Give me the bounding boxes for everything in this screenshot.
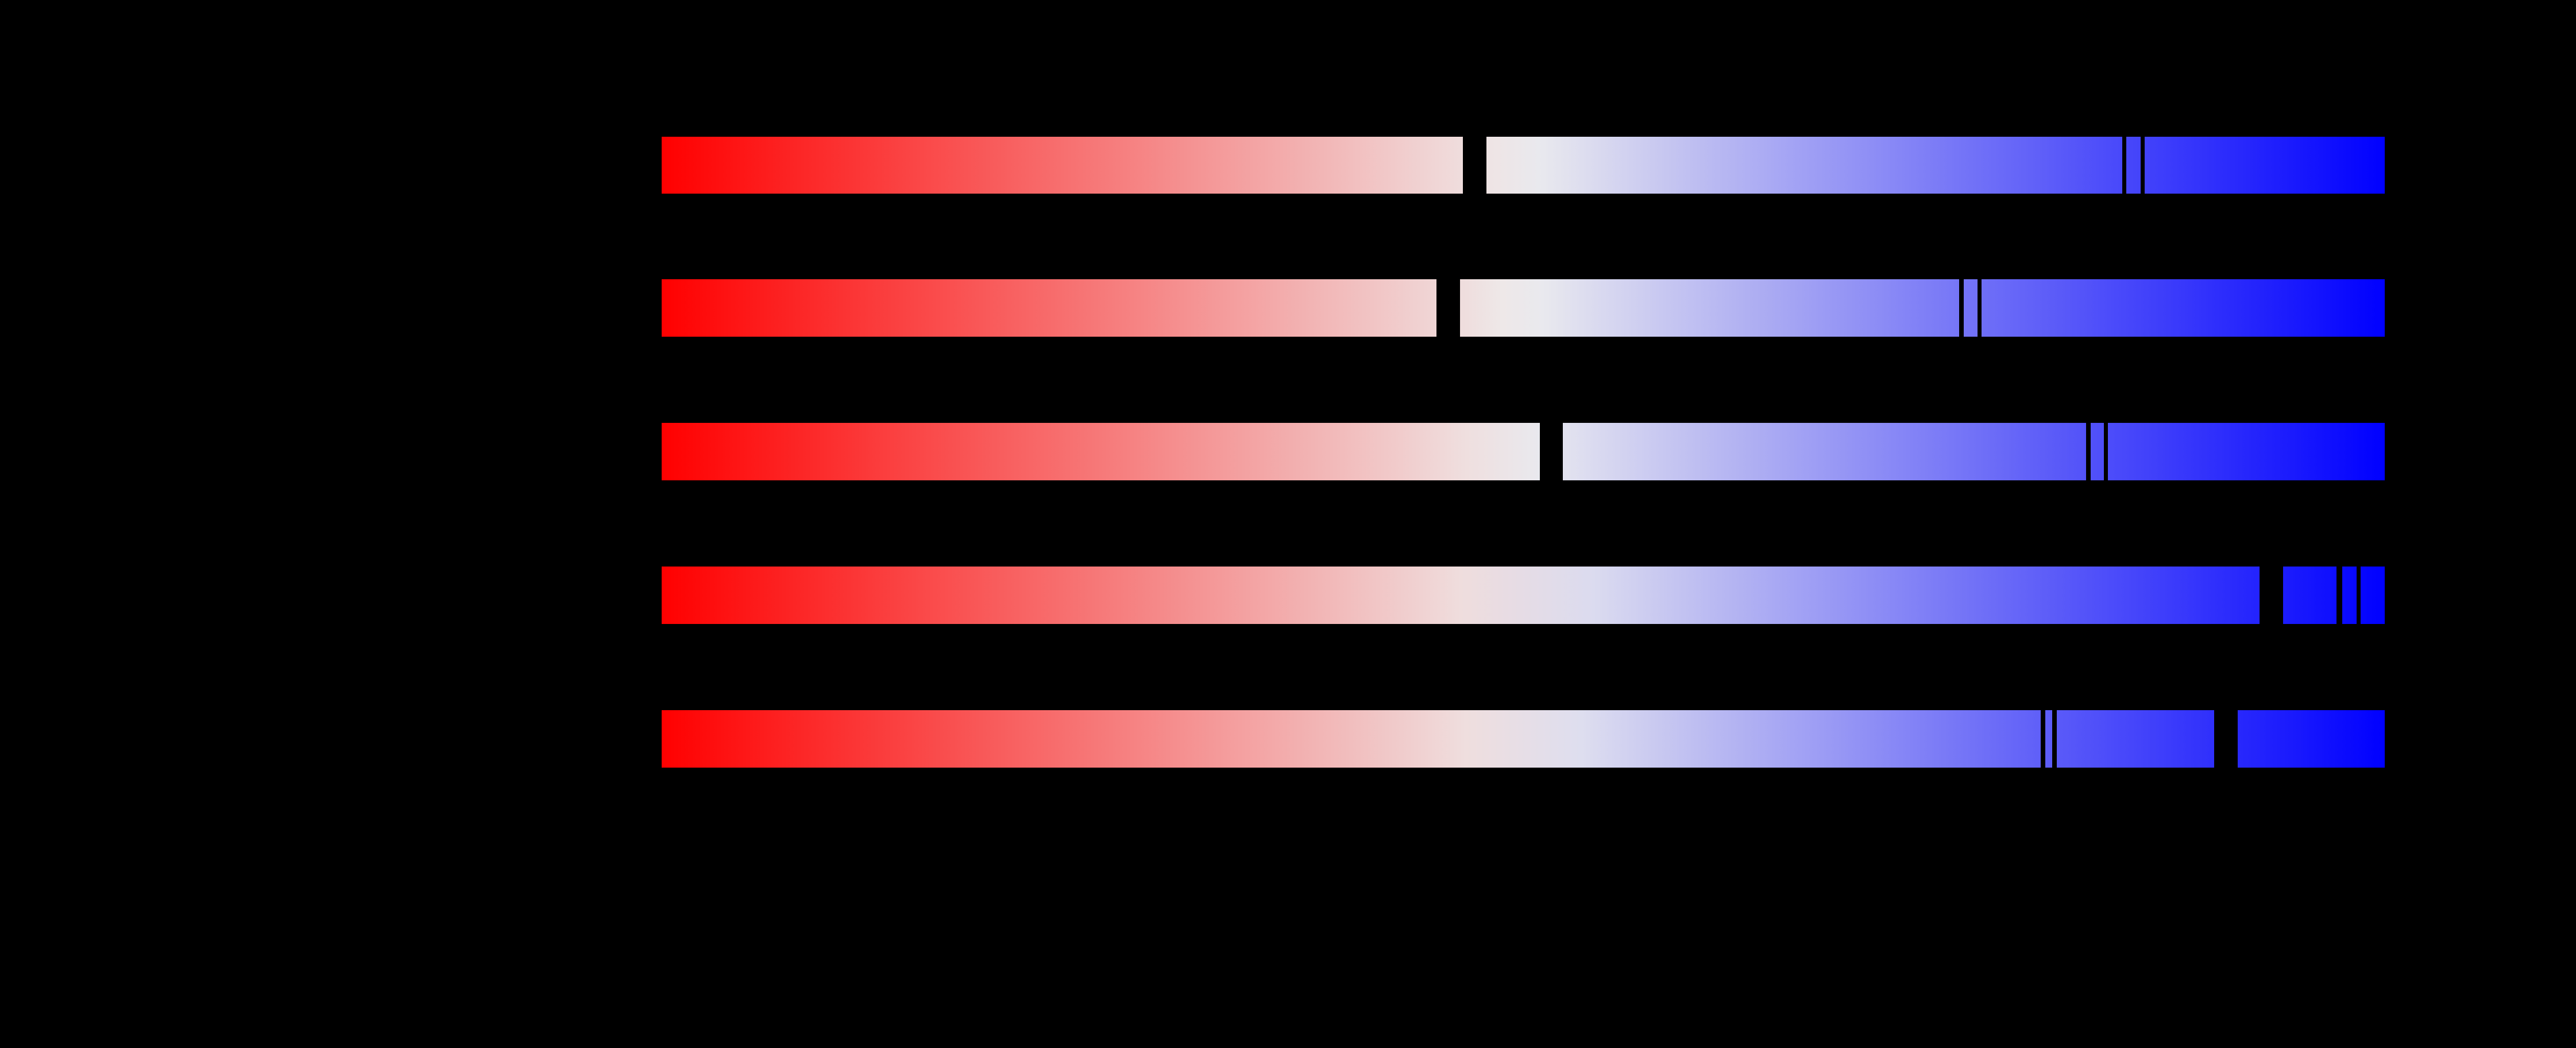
gradient-segment (2057, 710, 2214, 768)
gradient-segment (662, 567, 2260, 624)
gradient-segment (662, 710, 2041, 768)
gradient-strip-row (0, 279, 2576, 337)
gradient-segment (2361, 567, 2385, 624)
gradient-strip-row (0, 710, 2576, 768)
gradient-segment (662, 137, 1463, 194)
gradient-segment (2145, 137, 2385, 194)
gradient-segment (1964, 279, 1978, 337)
gradient-segment (2238, 710, 2385, 768)
gradient-strip-row (0, 423, 2576, 480)
gradient-segment (2108, 423, 2385, 480)
gradient-segment (662, 423, 1540, 480)
gradient-segment (2126, 137, 2141, 194)
gradient-strip-row (0, 567, 2576, 624)
gradient-segment (2342, 567, 2357, 624)
gradient-segment (662, 279, 1436, 337)
gradient-segment (1563, 423, 2086, 480)
gradient-segment (2091, 423, 2104, 480)
gradient-segment (1460, 279, 1959, 337)
gradient-strip-row (0, 137, 2576, 194)
gradient-segment (2045, 710, 2052, 768)
gradient-segment (1982, 279, 2385, 337)
gradient-segment (2283, 567, 2336, 624)
gradient-segment (1486, 137, 2122, 194)
